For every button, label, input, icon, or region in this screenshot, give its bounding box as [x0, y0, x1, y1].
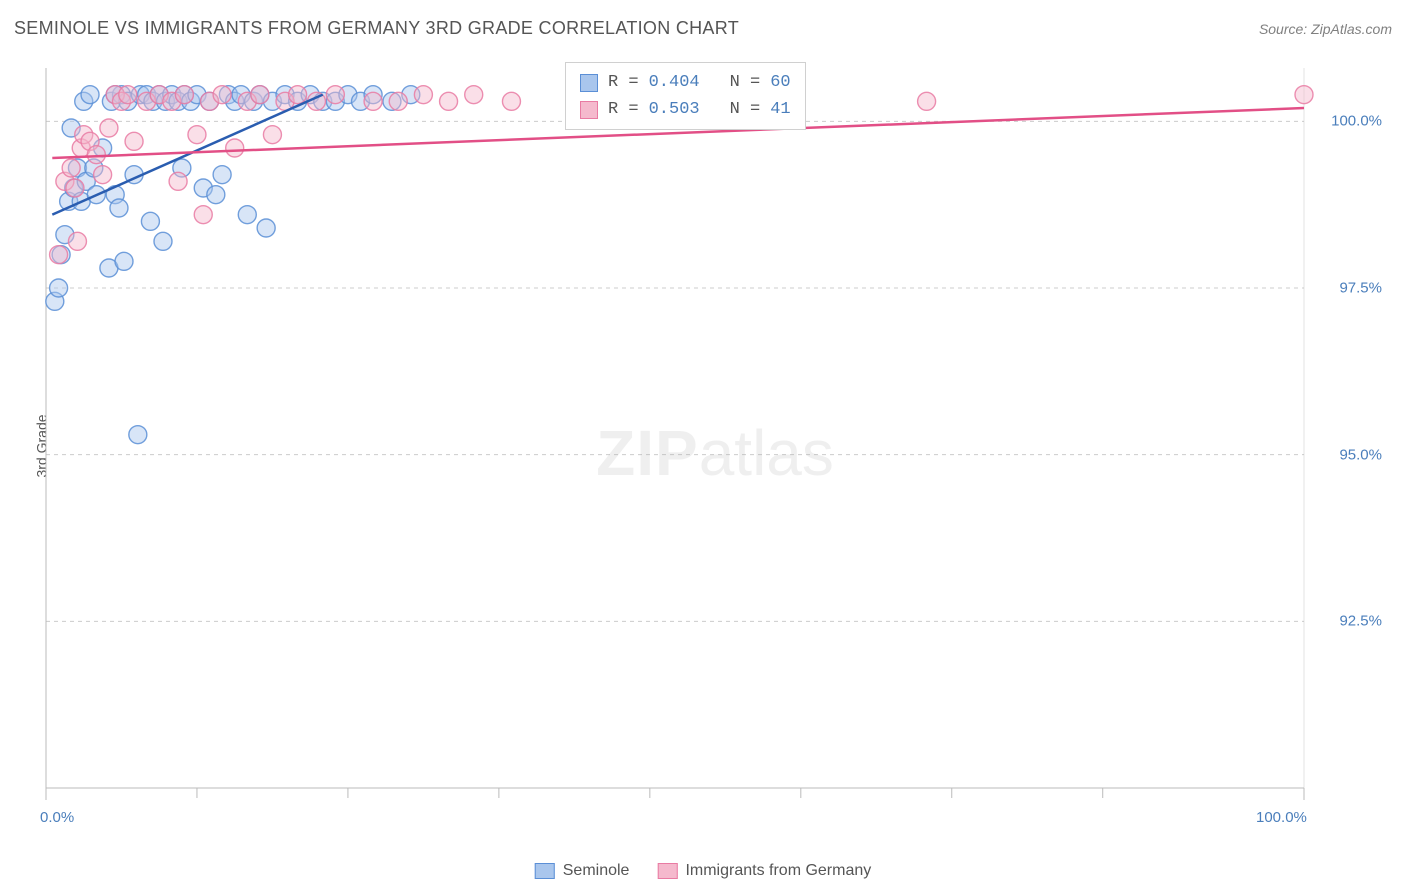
x-tick-label: 100.0% — [1256, 809, 1307, 826]
y-tick-label: 92.5% — [1339, 613, 1382, 630]
x-tick-label: 0.0% — [40, 809, 74, 826]
chart-title: SEMINOLE VS IMMIGRANTS FROM GERMANY 3RD … — [14, 18, 739, 39]
legend-label: Immigrants from Germany — [685, 862, 871, 880]
r-label: R = — [608, 69, 639, 96]
y-tick-label: 97.5% — [1339, 280, 1382, 297]
n-label: N = — [730, 96, 761, 123]
n-value: 60 — [770, 69, 790, 96]
scatter-chart — [40, 58, 1390, 848]
plot-area: ZIPatlas R = 0.404N = 60R = 0.503N = 41 … — [40, 58, 1390, 848]
y-tick-label: 100.0% — [1331, 113, 1382, 130]
legend-swatch — [657, 863, 677, 879]
legend: Seminole Immigrants from Germany — [535, 862, 872, 880]
legend-swatch — [535, 863, 555, 879]
r-value: 0.503 — [649, 96, 700, 123]
r-label: R = — [608, 96, 639, 123]
n-label: N = — [730, 69, 761, 96]
series-swatch — [580, 101, 598, 119]
y-tick-label: 95.0% — [1339, 446, 1382, 463]
legend-item: Immigrants from Germany — [657, 862, 871, 880]
n-value: 41 — [770, 96, 790, 123]
source-label: Source: ZipAtlas.com — [1259, 21, 1392, 37]
stats-box: R = 0.404 N = 60 R = 0.503 N = 41 — [565, 62, 806, 130]
stats-row: R = 0.503 N = 41 — [580, 96, 791, 123]
header-row: SEMINOLE VS IMMIGRANTS FROM GERMANY 3RD … — [14, 18, 1392, 39]
r-value: 0.404 — [649, 69, 700, 96]
legend-item: Seminole — [535, 862, 630, 880]
stats-row: R = 0.404 N = 60 — [580, 69, 791, 96]
series-swatch — [580, 74, 598, 92]
legend-label: Seminole — [563, 862, 630, 880]
